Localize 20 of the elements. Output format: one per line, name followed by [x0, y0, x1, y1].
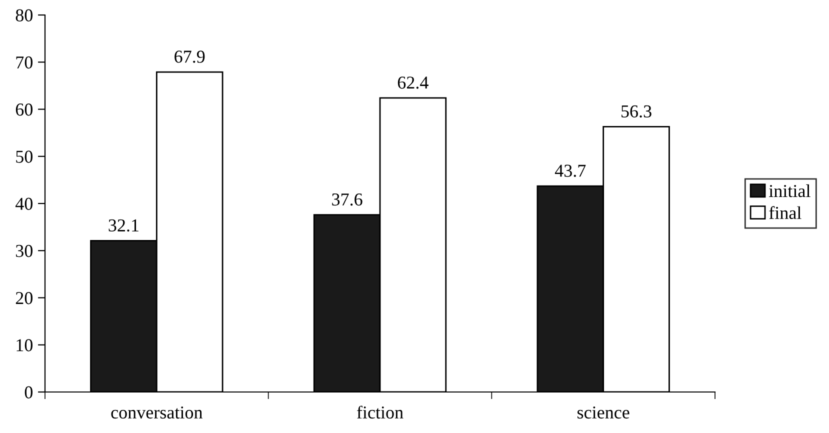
legend-label: final [769, 206, 802, 220]
y-tick-label: 40 [15, 198, 33, 210]
y-tick-label: 30 [16, 244, 33, 258]
y-tick-label: 10 [16, 339, 33, 352]
data-label: 67.9 [174, 50, 205, 63]
y-tick-label: 60 [16, 104, 33, 116]
data-label: 37.6 [332, 193, 362, 206]
y-tick-label: 70 [16, 56, 33, 69]
data-label: 32.1 [108, 219, 138, 232]
x-tick-label: science [578, 406, 630, 419]
legend-label: initial [769, 184, 810, 198]
data-label: 62.4 [398, 76, 428, 89]
data-label: 43.7 [554, 164, 586, 177]
y-tick-label: 50 [16, 150, 33, 163]
x-tick-label: conversation [111, 406, 203, 419]
data-label: 56.3 [622, 105, 652, 118]
x-tick-label: fiction [356, 406, 404, 419]
y-tick-label: 20 [16, 292, 33, 304]
y-tick-label: 80 [16, 9, 33, 22]
y-tick-label: 0 [24, 386, 33, 398]
